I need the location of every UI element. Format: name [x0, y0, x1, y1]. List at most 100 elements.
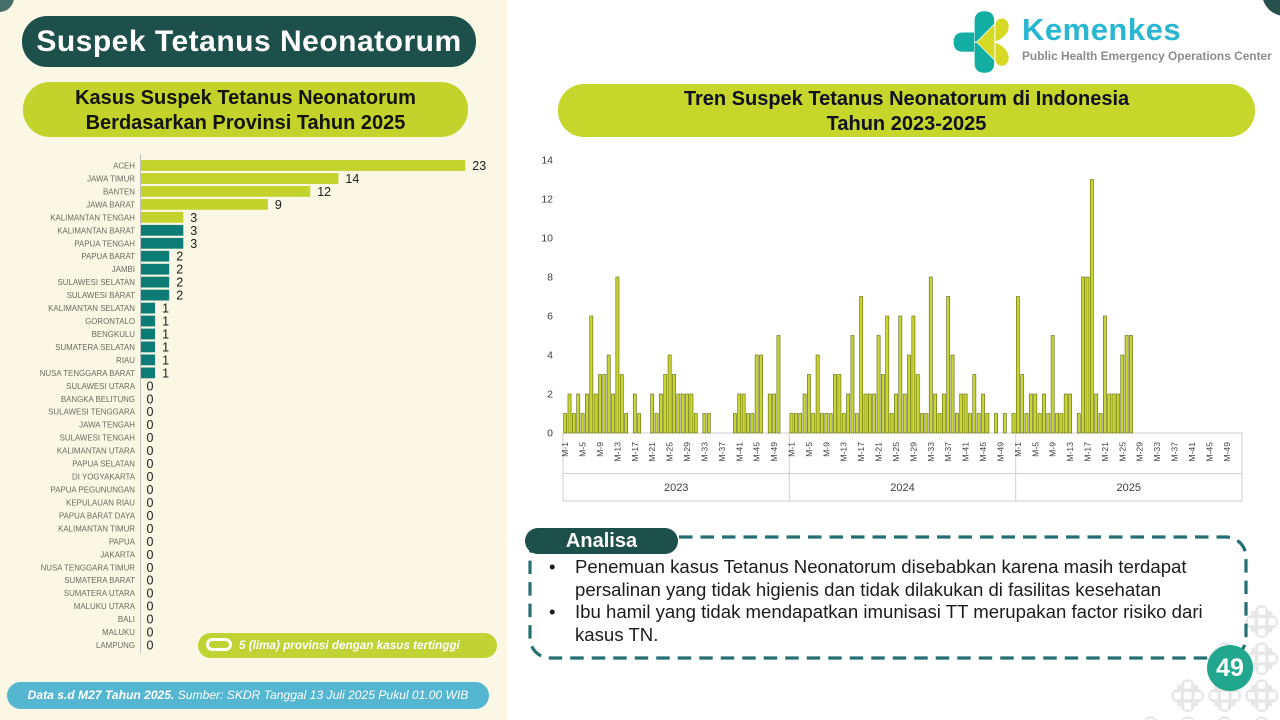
svg-text:M-13: M-13 — [839, 442, 849, 462]
svg-text:14: 14 — [541, 155, 553, 167]
svg-text:2: 2 — [547, 389, 553, 401]
svg-text:M-17: M-17 — [856, 442, 866, 462]
svg-text:M-37: M-37 — [1170, 442, 1180, 462]
svg-text:JAKARTA: JAKARTA — [100, 550, 136, 559]
svg-text:MALUKU: MALUKU — [102, 628, 135, 637]
svg-text:8: 8 — [547, 272, 553, 284]
svg-text:SUMATERA SELATAN: SUMATERA SELATAN — [55, 343, 135, 352]
svg-text:M-45: M-45 — [1204, 442, 1214, 462]
svg-text:KALIMANTAN BARAT: KALIMANTAN BARAT — [57, 226, 135, 235]
svg-text:PAPUA BARAT DAYA: PAPUA BARAT DAYA — [59, 511, 136, 520]
svg-text:1: 1 — [162, 302, 169, 316]
svg-text:M-13: M-13 — [612, 442, 622, 462]
svg-text:M-41: M-41 — [961, 442, 971, 462]
svg-text:0: 0 — [147, 535, 154, 549]
svg-text:M-37: M-37 — [717, 442, 727, 462]
svg-text:M-21: M-21 — [647, 442, 657, 462]
svg-text:4: 4 — [547, 350, 553, 362]
svg-text:M-25: M-25 — [665, 442, 675, 462]
svg-text:MALUKU UTARA: MALUKU UTARA — [74, 602, 136, 611]
svg-text:LAMPUNG: LAMPUNG — [96, 641, 135, 650]
svg-text:SUMATERA UTARA: SUMATERA UTARA — [64, 589, 136, 598]
svg-text:M-13: M-13 — [1065, 442, 1075, 462]
svg-text:10: 10 — [541, 233, 553, 245]
svg-text:9: 9 — [275, 198, 282, 212]
svg-text:0: 0 — [147, 548, 154, 562]
svg-text:3: 3 — [190, 237, 197, 251]
svg-text:KEPULAUAN RIAU: KEPULAUAN RIAU — [66, 499, 135, 508]
svg-text:M-37: M-37 — [943, 442, 953, 462]
svg-text:ACEH: ACEH — [113, 162, 135, 171]
svg-text:M-29: M-29 — [1135, 442, 1145, 462]
svg-text:M-29: M-29 — [908, 442, 918, 462]
svg-text:SUMATERA BARAT: SUMATERA BARAT — [64, 576, 135, 585]
svg-text:0: 0 — [147, 587, 154, 601]
svg-text:M-1: M-1 — [560, 442, 570, 457]
svg-text:NUSA TENGGARA TIMUR: NUSA TENGGARA TIMUR — [41, 563, 136, 572]
svg-text:M-9: M-9 — [595, 442, 605, 457]
svg-text:PAPUA BARAT: PAPUA BARAT — [81, 252, 135, 261]
svg-text:SULAWESI BARAT: SULAWESI BARAT — [67, 291, 136, 300]
svg-text:M-33: M-33 — [1152, 442, 1162, 462]
svg-text:BANTEN: BANTEN — [103, 187, 135, 196]
svg-text:M-33: M-33 — [926, 442, 936, 462]
svg-text:PAPUA PEGUNUNGAN: PAPUA PEGUNUNGAN — [51, 486, 136, 495]
svg-text:2: 2 — [176, 289, 183, 303]
svg-text:0: 0 — [147, 470, 154, 484]
svg-text:RIAU: RIAU — [116, 356, 135, 365]
svg-text:2: 2 — [176, 250, 183, 264]
svg-text:M-21: M-21 — [1100, 442, 1110, 462]
svg-text:0: 0 — [147, 613, 154, 627]
svg-text:M-5: M-5 — [804, 442, 814, 457]
svg-text:0: 0 — [147, 431, 154, 445]
svg-text:M-41: M-41 — [734, 442, 744, 462]
svg-text:BALI: BALI — [118, 615, 135, 624]
svg-text:JAWA TIMUR: JAWA TIMUR — [87, 175, 135, 184]
svg-text:KALIMANTAN SELATAN: KALIMANTAN SELATAN — [48, 304, 135, 313]
svg-text:M-25: M-25 — [891, 442, 901, 462]
svg-text:0: 0 — [147, 405, 154, 419]
svg-text:M-5: M-5 — [578, 442, 588, 457]
svg-text:M-33: M-33 — [700, 442, 710, 462]
svg-text:KALIMANTAN TIMUR: KALIMANTAN TIMUR — [58, 524, 135, 533]
svg-text:PAPUA SELATAN: PAPUA SELATAN — [72, 460, 135, 469]
svg-text:M-49: M-49 — [995, 442, 1005, 462]
svg-text:KALIMANTAN TENGAH: KALIMANTAN TENGAH — [50, 213, 135, 222]
svg-text:M-45: M-45 — [752, 442, 762, 462]
svg-text:M-1: M-1 — [1013, 442, 1023, 457]
svg-text:M-49: M-49 — [1222, 442, 1232, 462]
svg-text:3: 3 — [190, 224, 197, 238]
svg-text:KALIMANTAN UTARA: KALIMANTAN UTARA — [57, 447, 136, 456]
svg-text:0: 0 — [547, 428, 553, 440]
svg-text:M-17: M-17 — [1083, 442, 1093, 462]
svg-text:0: 0 — [147, 509, 154, 523]
svg-text:0: 0 — [147, 600, 154, 614]
svg-text:0: 0 — [147, 626, 154, 640]
svg-text:SULAWESI UTARA: SULAWESI UTARA — [66, 382, 136, 391]
svg-text:1: 1 — [162, 340, 169, 354]
svg-text:JAMBI: JAMBI — [112, 265, 135, 274]
svg-text:PAPUA: PAPUA — [109, 537, 136, 546]
svg-text:0: 0 — [147, 561, 154, 575]
svg-text:23: 23 — [472, 159, 486, 173]
svg-text:PAPUA TENGAH: PAPUA TENGAH — [74, 239, 135, 248]
svg-text:M-41: M-41 — [1187, 442, 1197, 462]
svg-text:M-49: M-49 — [769, 442, 779, 462]
svg-text:0: 0 — [147, 457, 154, 471]
svg-text:SULAWESI TENGAH: SULAWESI TENGAH — [60, 434, 136, 443]
svg-text:1: 1 — [162, 328, 169, 342]
svg-text:0: 0 — [147, 639, 154, 653]
svg-text:SULAWESI TENGGARA: SULAWESI TENGGARA — [48, 408, 136, 417]
svg-text:BENGKULU: BENGKULU — [92, 330, 136, 339]
svg-text:2025: 2025 — [1117, 482, 1141, 494]
svg-text:M-21: M-21 — [874, 442, 884, 462]
svg-text:BANGKA BELITUNG: BANGKA BELITUNG — [61, 395, 135, 404]
svg-text:M-17: M-17 — [630, 442, 640, 462]
svg-text:JAWA BARAT: JAWA BARAT — [86, 200, 135, 209]
svg-text:2: 2 — [176, 276, 183, 290]
svg-text:2023: 2023 — [664, 482, 688, 494]
svg-text:GORONTALO: GORONTALO — [85, 317, 135, 326]
svg-text:6: 6 — [547, 311, 553, 323]
svg-text:0: 0 — [147, 496, 154, 510]
svg-text:SULAWESI SELATAN: SULAWESI SELATAN — [58, 278, 136, 287]
